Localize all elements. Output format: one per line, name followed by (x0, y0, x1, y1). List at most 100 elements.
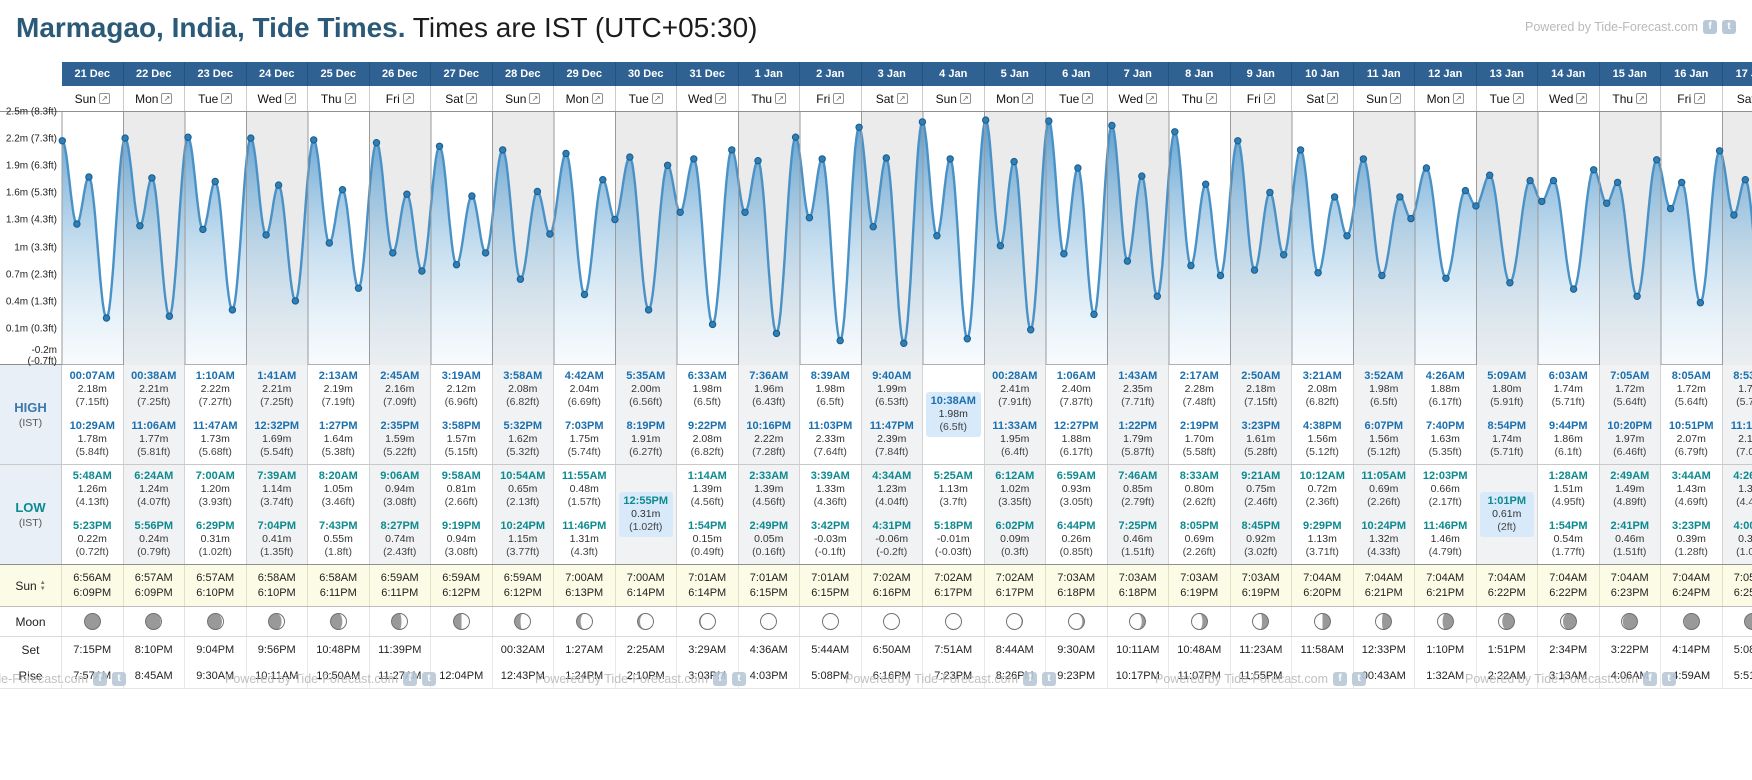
weekday-link[interactable]: Mon ↗ (124, 86, 185, 111)
external-link-icon[interactable]: ↗ (402, 93, 414, 104)
weekday-link[interactable]: Sun ↗ (493, 86, 554, 111)
external-link-icon[interactable]: ↗ (1145, 93, 1157, 104)
external-link-icon[interactable]: ↗ (775, 93, 787, 104)
weekday-link[interactable]: Mon ↗ (985, 86, 1046, 111)
tide-time: 3:21AM (1302, 370, 1342, 382)
weekday-link[interactable]: Sat↗ (1292, 86, 1354, 111)
twitter-icon[interactable]: t (1722, 20, 1736, 34)
weekday-link[interactable]: Tue ↗ (185, 86, 247, 111)
external-link-icon[interactable]: ↗ (651, 93, 663, 104)
sunrise-time: 7:04AM (1303, 572, 1342, 584)
tide-height-m: 1.20m (200, 483, 230, 495)
tide-time: 1:54PM (687, 520, 727, 532)
weekday-link[interactable]: Fri ↗ (1661, 86, 1723, 111)
external-link-icon[interactable]: ↗ (1082, 93, 1094, 104)
tide-height-ft: (7.25ft) (260, 396, 294, 408)
weekday-link[interactable]: Thu ↗ (739, 86, 800, 111)
weekday-link[interactable]: Tue ↗ (1477, 86, 1538, 111)
low-label-text: LOW (15, 500, 46, 515)
external-link-icon[interactable]: ↗ (833, 93, 845, 104)
page-title: Marmagao, India, Tide Times. Times are I… (16, 12, 757, 44)
location-title: Marmagao, India, Tide Times. (16, 12, 406, 43)
weekday-link[interactable]: Sun ↗ (1354, 86, 1415, 111)
tide-height-ft: (6.56ft) (629, 396, 663, 408)
sun-times-cell: 7:04AM 6:21PM (1415, 565, 1477, 606)
weekday-link[interactable]: Mon ↗ (1415, 86, 1477, 111)
moon-phase-icon (821, 613, 839, 630)
external-link-icon[interactable]: ↗ (1576, 93, 1588, 104)
weekday-link[interactable]: Sat↗ (862, 86, 923, 111)
low-tide-entry: 11:46PM 1.31m (4.3ft) (554, 520, 615, 559)
high-tide-entry: 2:13AM 2.19m (7.19ft) (308, 370, 369, 409)
weekday-link[interactable]: Sat↗ (1723, 86, 1752, 111)
tide-height-m: 2.22m (754, 433, 784, 445)
weekday-label: Fri (1246, 91, 1261, 106)
powered-by-link[interactable]: Powered by Tide-Forecast.com f t (1525, 20, 1736, 34)
external-link-icon[interactable]: ↗ (1694, 93, 1706, 104)
y-axis-label: 0.4m (1.3ft) (5, 296, 57, 308)
high-tide-entry: 11:06AM 1.77m (5.81ft) (124, 420, 185, 459)
weekday-link[interactable]: Tue ↗ (616, 86, 677, 111)
tide-height-m: 1.75m (1738, 383, 1752, 395)
tide-height-m: 1.77m (139, 433, 169, 445)
high-tide-entry: 4:38PM 1.56m (5.12ft) (1292, 420, 1353, 459)
weekday-link[interactable]: Mon ↗ (554, 86, 616, 111)
external-link-icon[interactable]: ↗ (896, 93, 908, 104)
sun-times-cell: 7:00AM 6:14PM (616, 565, 677, 606)
weekday-link[interactable]: Sat↗ (431, 86, 493, 111)
weekday-label: Wed (1549, 91, 1574, 106)
weekday-link[interactable]: Wed ↗ (1108, 86, 1169, 111)
high-tide-cell: 2:13AM 2.19m (7.19ft) 1:27PM 1.64m (5.38ft) (308, 365, 370, 464)
weekday-link[interactable]: Wed ↗ (1538, 86, 1600, 111)
external-link-icon[interactable]: ↗ (1390, 93, 1402, 104)
weekday-link[interactable]: Thu ↗ (1600, 86, 1661, 111)
tide-time: 5:23PM (72, 520, 112, 532)
external-link-icon[interactable]: ↗ (98, 93, 110, 104)
external-link-icon[interactable]: ↗ (529, 93, 541, 104)
facebook-icon[interactable]: f (1703, 20, 1717, 34)
external-link-icon[interactable]: ↗ (221, 93, 233, 104)
external-link-icon[interactable]: ↗ (1636, 93, 1648, 104)
tide-height-ft: (6.82ft) (1305, 396, 1339, 408)
moon-phase-cell (370, 607, 431, 636)
weekday-link[interactable]: Sun ↗ (923, 86, 985, 111)
external-link-icon[interactable]: ↗ (1327, 93, 1339, 104)
tide-height-m: 0.31m (631, 508, 661, 520)
tide-height-m: 1.99m (877, 383, 907, 395)
weekday-link[interactable]: Wed ↗ (677, 86, 739, 111)
tide-height-ft: (7.48ft) (1182, 396, 1216, 408)
external-link-icon[interactable]: ↗ (466, 93, 478, 104)
external-link-icon[interactable]: ↗ (1512, 93, 1524, 104)
sun-times-cell: 7:01AM 6:15PM (739, 565, 800, 606)
external-link-icon[interactable]: ↗ (1263, 93, 1275, 104)
external-link-icon[interactable]: ↗ (1452, 93, 1464, 104)
weekday-link[interactable]: Fri ↗ (1231, 86, 1292, 111)
weekday-link[interactable]: Fri ↗ (370, 86, 431, 111)
tide-height-ft: (3.46ft) (321, 496, 355, 508)
external-link-icon[interactable]: ↗ (591, 93, 603, 104)
high-tide-entry: 3:19AM 2.12m (6.96ft) (431, 370, 492, 409)
external-link-icon[interactable]: ↗ (161, 93, 173, 104)
tide-height-ft: (6.79ft) (1674, 446, 1708, 458)
weekday-link[interactable]: Fri ↗ (800, 86, 862, 111)
external-link-icon[interactable]: ↗ (344, 93, 356, 104)
moon-rise-cell: 4:59AM (1661, 663, 1723, 688)
tide-time: 2:35PM (380, 420, 420, 432)
external-link-icon[interactable]: ↗ (284, 93, 296, 104)
weekday-link[interactable]: Wed ↗ (247, 86, 308, 111)
external-link-icon[interactable]: ↗ (1205, 93, 1217, 104)
moon-phase-icon (145, 613, 163, 630)
weekday-link[interactable]: Sun ↗ (62, 86, 124, 111)
external-link-icon[interactable]: ↗ (959, 93, 971, 104)
external-link-icon[interactable]: ↗ (1022, 93, 1034, 104)
high-tide-cell: 8:39AM 1.98m (6.5ft) 11:03PM 2.33m (7.64ft) (800, 365, 862, 464)
weekday-link[interactable]: Thu ↗ (1169, 86, 1231, 111)
moon-phase-row: Moon (0, 607, 1752, 637)
high-tide-entry: 7:40PM 1.63m (5.35ft) (1415, 420, 1476, 459)
external-link-icon[interactable]: ↗ (715, 93, 727, 104)
weekday-link[interactable]: Tue ↗ (1046, 86, 1108, 111)
moon-rise-cell: 11:55PM (1231, 663, 1292, 688)
tide-height-ft: (6.5ft) (939, 421, 967, 433)
low-tide-cell: 9:21AM 0.75m (2.46ft) 8:45PM 0.92m (3.02ft) (1230, 465, 1292, 564)
weekday-link[interactable]: Thu ↗ (308, 86, 370, 111)
